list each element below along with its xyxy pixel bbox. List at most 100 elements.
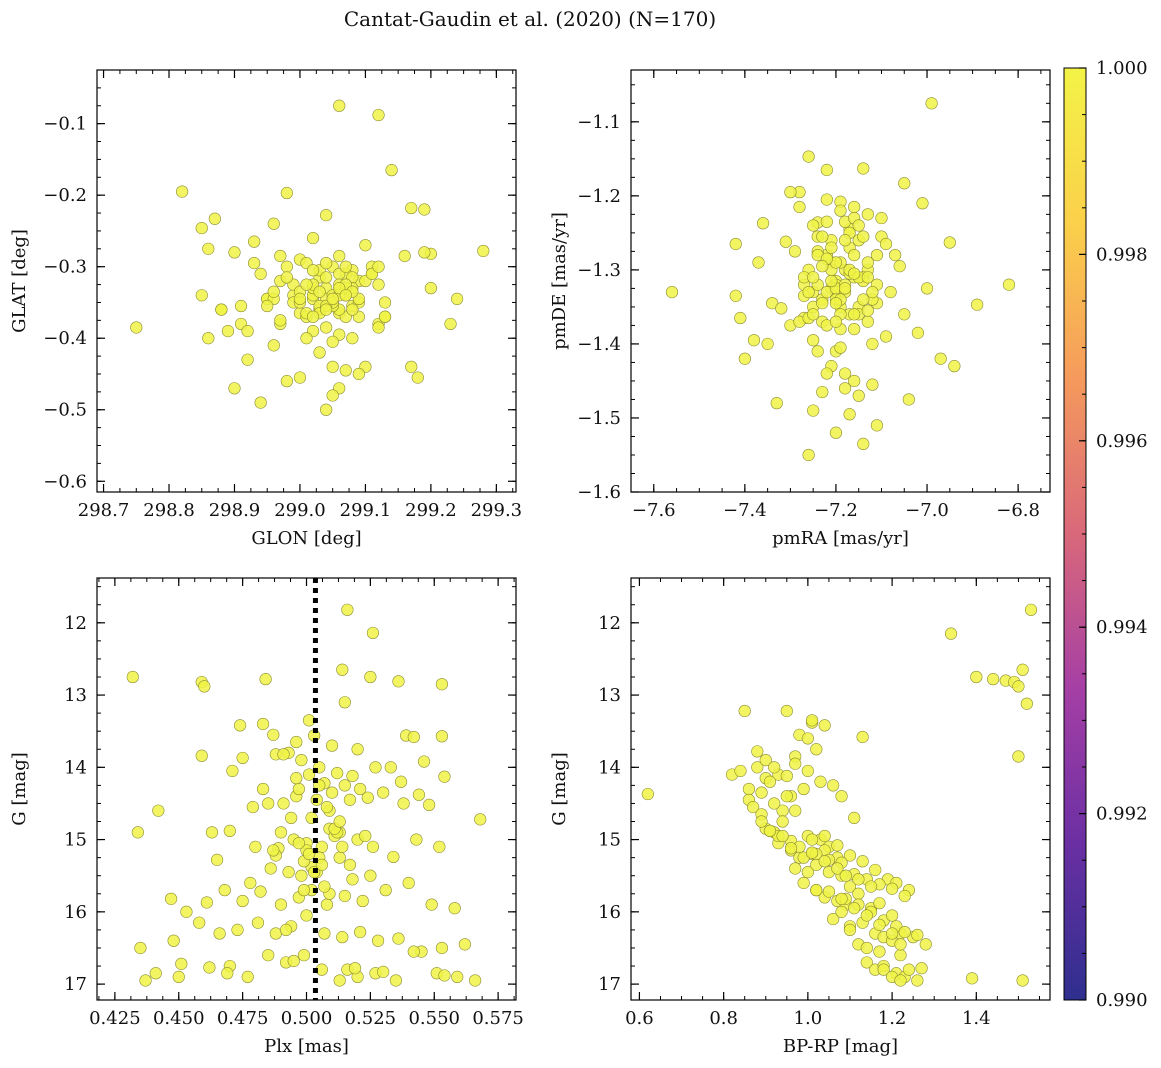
scatter-point (346, 303, 359, 316)
y-tick-label: −1.2 (577, 186, 621, 207)
scatter-point (175, 957, 188, 970)
scatter-point (802, 286, 815, 299)
scatter-point (843, 923, 857, 937)
scatter-point (734, 311, 747, 325)
scatter-point (911, 326, 925, 339)
scatter-point (261, 299, 274, 313)
scatter-point (254, 267, 267, 280)
scatter-point (339, 260, 352, 273)
scatter-point (292, 782, 305, 796)
scatter-point (336, 663, 349, 676)
scatter-point (747, 800, 760, 814)
scatter-point (789, 757, 802, 770)
scatter-point (405, 201, 418, 215)
scatter-point (801, 865, 814, 879)
colorbar-tick-label: 0.998 (1096, 244, 1148, 265)
x-tick-label: 1.2 (878, 1008, 907, 1029)
scatter-point (306, 264, 320, 277)
y-tick-label: 15 (598, 830, 621, 851)
scatter-point (848, 374, 861, 388)
scatter-point (856, 855, 869, 868)
scatter-point (729, 289, 742, 302)
scatter-point (364, 670, 377, 684)
scatter-point (221, 324, 235, 338)
scatter-point (801, 764, 814, 778)
scatter-point (285, 811, 298, 825)
scatter-point (351, 743, 364, 756)
scatter-point (902, 963, 916, 976)
scatter-point (801, 732, 814, 745)
scatter-point (366, 840, 380, 853)
scatter-point (839, 869, 852, 882)
scatter-point (889, 248, 902, 262)
scatter-point (916, 197, 929, 210)
scatter-point (200, 896, 213, 909)
x-tick-label: 0.475 (217, 1008, 269, 1029)
scatter-point (354, 782, 367, 796)
x-tick-label: 0.8 (709, 1008, 738, 1029)
scatter-point (423, 798, 436, 812)
scatter-point (848, 902, 861, 915)
scatter-point (356, 894, 369, 908)
scatter-point (389, 974, 403, 987)
scatter-point (776, 829, 789, 843)
scatter-point (870, 248, 884, 262)
x-tick-label: 0.525 (345, 1008, 397, 1029)
scatter-point (852, 887, 865, 900)
scatter-point (274, 826, 288, 839)
scatter-point (802, 448, 815, 462)
scatter-point (747, 334, 761, 347)
scatter-point (893, 260, 906, 273)
scatter-point (338, 889, 351, 903)
scatter-point (292, 837, 305, 850)
scatter-point (435, 678, 449, 691)
scatter-point (320, 271, 333, 284)
scatter-point (856, 730, 869, 744)
scatter-point (244, 876, 257, 890)
scatter-point (333, 815, 346, 828)
scatter-point (233, 719, 247, 732)
scatter-point (911, 974, 924, 987)
scatter-point (879, 330, 893, 343)
y-axis-label: pmDE [mas/yr] (549, 212, 570, 350)
scatter-point (218, 884, 231, 897)
scatter-point (172, 970, 185, 983)
scatter-point (297, 949, 311, 962)
scatter-point (857, 293, 870, 306)
scatter-point (829, 297, 843, 310)
scatter-point (435, 941, 449, 955)
scatter-point (768, 797, 781, 810)
scatter-point (835, 790, 848, 803)
scatter-point (734, 764, 747, 778)
scatter-point (361, 791, 374, 804)
scatter-point (392, 675, 405, 688)
plot-frame (630, 577, 1051, 1001)
scatter-point (326, 335, 339, 348)
scatter-point (394, 775, 408, 788)
scatter-point (333, 974, 346, 987)
scatter-point (279, 923, 293, 937)
scatter-point (848, 323, 861, 336)
scatter-point (149, 967, 162, 980)
scatter-point (829, 426, 843, 439)
colorbar-tick-label: 0.990 (1096, 990, 1148, 1011)
scatter-point (343, 858, 357, 871)
scatter-point (180, 905, 193, 918)
scatter-point (784, 842, 798, 855)
scatter-point (269, 927, 282, 940)
scatter-point (776, 815, 789, 828)
scatter-point (780, 704, 793, 718)
scatter-point (779, 235, 792, 248)
scatter-point (458, 938, 472, 951)
scatter-point (210, 853, 224, 866)
scatter-point (378, 310, 392, 323)
scatter-point (898, 308, 911, 321)
scatter-point (894, 938, 907, 951)
scatter-point (469, 974, 482, 987)
scatter-point (338, 696, 351, 709)
scatter-point (280, 186, 293, 200)
y-tick-label: −0.6 (43, 471, 87, 492)
scatter-point (911, 928, 924, 942)
scatter-point (838, 382, 852, 395)
